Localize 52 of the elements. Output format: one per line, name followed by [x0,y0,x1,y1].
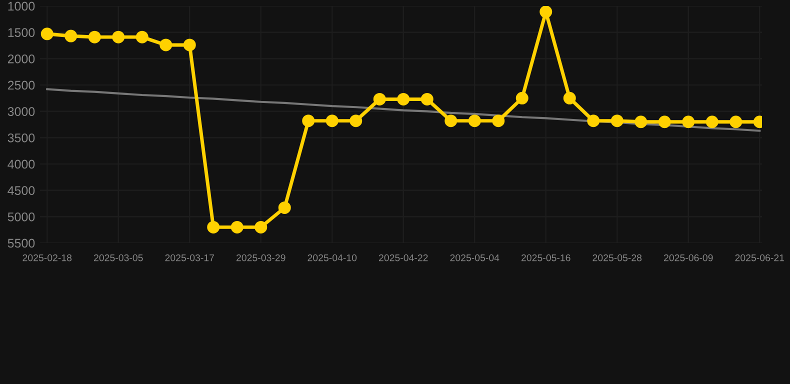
y-tick-label: 4500 [8,186,35,195]
point [136,30,148,44]
point [540,6,552,18]
point [160,38,172,52]
point [634,116,648,128]
point [326,114,338,128]
point [563,92,576,104]
point [444,114,458,128]
point [516,92,528,104]
point [254,220,268,234]
line-series [46,88,761,132]
point [350,114,362,128]
y-tick-label: 5000 [8,212,35,222]
point [278,201,291,214]
point [610,114,624,128]
y-tick-label: 3000 [8,107,35,116]
y-tick-label: 1500 [8,28,35,37]
point [706,116,718,128]
x-tick-label: 2025-05-28 [592,254,642,262]
point [373,92,386,106]
point [207,220,220,234]
point [730,116,742,128]
y-tick-label: 2500 [8,80,35,90]
x-tick-label: 2025-05-16 [522,254,570,262]
x-tick-label: 2025-03-17 [165,254,214,262]
y-tick-label: 5500 [8,238,35,248]
point [230,220,244,234]
point [587,114,600,128]
x-tick-label: 2025-06-09 [664,254,713,262]
y-tick-label: 1000 [8,2,35,11]
x-tick-label: 2025-05-04 [450,254,500,262]
x-tick-label: 2025-03-05 [94,254,143,262]
x-tick-label: 2025-03-29 [236,254,286,262]
x-tick-label: 2025-06-21 [735,254,784,262]
y-tick-label: 4000 [8,160,35,169]
point [183,38,196,52]
point [40,28,54,40]
x-tick-label: 2025-04-10 [308,254,357,262]
point [88,30,101,44]
y-tick-label: 2000 [8,54,35,64]
point [397,92,410,106]
point [112,30,125,44]
point [682,116,695,128]
point [492,114,505,128]
x-tick-label: 2025-02-18 [22,254,72,262]
point [420,92,434,106]
x-tick-label: 2025-04-22 [379,254,428,262]
y-tick-label: 3500 [8,133,35,142]
point [468,114,481,128]
point [64,30,78,42]
point [302,114,315,128]
point [658,116,671,128]
